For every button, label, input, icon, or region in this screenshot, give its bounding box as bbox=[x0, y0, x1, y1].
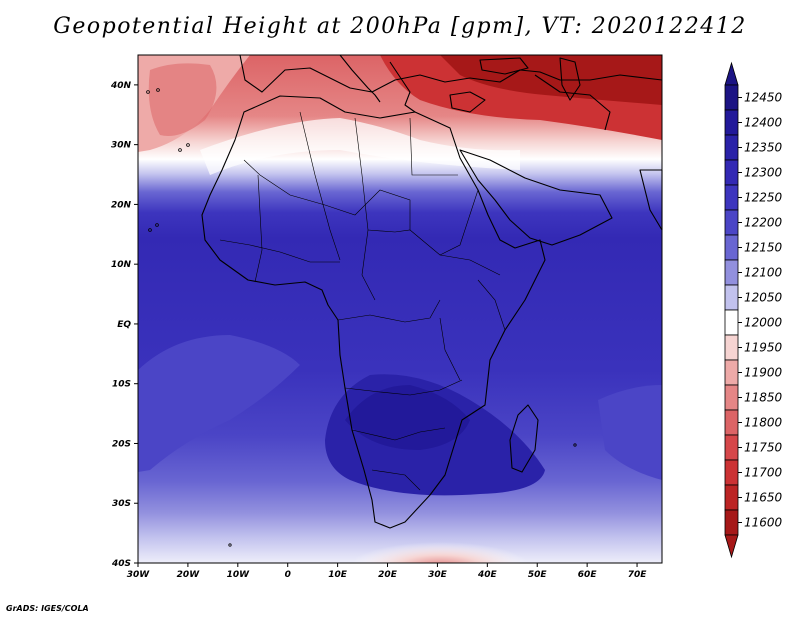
colorbar-swatch bbox=[724, 109, 739, 136]
lon-tick-label: 20E bbox=[378, 570, 398, 580]
colorbar-label: 12450 bbox=[744, 91, 783, 105]
colorbar-label: 12000 bbox=[744, 316, 783, 330]
colorbar-swatch bbox=[724, 259, 739, 286]
colorbar-label: 11600 bbox=[744, 516, 783, 530]
lat-tick-label: 10S bbox=[112, 380, 131, 390]
lat-tick-label: 20N bbox=[111, 200, 132, 210]
colorbar-swatch bbox=[724, 409, 739, 436]
lon-tick-label: 50E bbox=[528, 570, 548, 580]
lon-tick-label: 0 bbox=[285, 570, 291, 580]
colorbar-swatch bbox=[724, 159, 739, 186]
colorbar-label: 12250 bbox=[744, 191, 783, 205]
colorbar-swatch bbox=[724, 334, 739, 361]
chart-title: Geopotential Height at 200hPa [gpm], VT:… bbox=[53, 14, 747, 39]
colorbar-swatch bbox=[724, 134, 739, 161]
colorbar-swatch bbox=[724, 459, 739, 486]
lat-tick-label: 40N bbox=[110, 81, 132, 91]
colorbar-swatch bbox=[724, 359, 739, 386]
longitude-axis: 30W 20W 10W 0 10E 20E 30E 40E 50E 60E 70E bbox=[127, 563, 647, 580]
lon-tick-label: 20W bbox=[177, 570, 201, 580]
coastlines bbox=[201, 54, 663, 529]
colorbar-label: 12350 bbox=[744, 141, 783, 155]
colorbar-swatch bbox=[724, 84, 739, 111]
lon-tick-label: 30W bbox=[127, 570, 151, 580]
lat-tick-label: 20S bbox=[112, 439, 131, 449]
europe-coastline bbox=[239, 54, 663, 93]
map-frame bbox=[137, 54, 663, 564]
colorbar-label: 12300 bbox=[744, 166, 783, 180]
colorbar-swatch bbox=[724, 434, 739, 461]
colorbar-label: 11650 bbox=[744, 491, 783, 505]
colorbar-bottom-arrow bbox=[724, 534, 739, 559]
colorbar-top-arrow bbox=[724, 61, 739, 86]
colorbar-swatch bbox=[724, 509, 739, 536]
height-field bbox=[138, 55, 662, 563]
country-borders bbox=[219, 111, 506, 491]
lon-tick-label: 30E bbox=[428, 570, 448, 580]
lat-tick-label: EQ bbox=[117, 320, 131, 330]
lat-tick-label: 40S bbox=[111, 559, 131, 569]
islands bbox=[146, 88, 577, 547]
colorbar-label: 11950 bbox=[744, 341, 783, 355]
colorbar-label: 12200 bbox=[744, 216, 783, 230]
lon-tick-label: 60E bbox=[578, 570, 598, 580]
lat-tick-label: 10N bbox=[111, 260, 132, 270]
africa-coastline bbox=[201, 95, 546, 529]
lat-tick-label: 30N bbox=[111, 141, 132, 151]
colorbar-label: 11800 bbox=[744, 416, 783, 430]
colorbar-swatch bbox=[724, 234, 739, 261]
colorbar-label: 12150 bbox=[744, 241, 783, 255]
colorbar-label: 12400 bbox=[744, 116, 783, 130]
latitude-axis: 40N 30N 20N 10N EQ 10S 20S 30S 40S bbox=[110, 81, 138, 569]
colorbar-swatch bbox=[724, 284, 739, 311]
colorbar-swatch bbox=[724, 184, 739, 211]
lon-tick-label: 70E bbox=[628, 570, 648, 580]
lon-tick-label: 10E bbox=[328, 570, 348, 580]
madagascar-coastline bbox=[509, 404, 539, 473]
colorbar-swatch bbox=[724, 309, 739, 336]
colorbar-label: 11700 bbox=[744, 466, 783, 480]
colorbar-label: 12050 bbox=[744, 291, 783, 305]
colorbar-label: 11850 bbox=[744, 391, 783, 405]
colorbar-label: 11900 bbox=[744, 366, 783, 380]
colorbar-swatch bbox=[724, 484, 739, 511]
colorbar: 12450 12400 12350 12300 12250 12200 12150 12100… bbox=[724, 61, 783, 559]
arabia-coastline bbox=[459, 149, 613, 246]
colorbar-label: 11750 bbox=[744, 441, 783, 455]
colorbar-swatch bbox=[724, 209, 739, 236]
colorbar-swatch bbox=[724, 384, 739, 411]
grads-credit: GrADS: IGES/COLA bbox=[6, 604, 89, 613]
lat-tick-label: 30S bbox=[112, 499, 131, 509]
lon-tick-label: 10W bbox=[227, 570, 251, 580]
lon-tick-label: 40E bbox=[477, 570, 498, 580]
colorbar-label: 12100 bbox=[744, 266, 783, 280]
